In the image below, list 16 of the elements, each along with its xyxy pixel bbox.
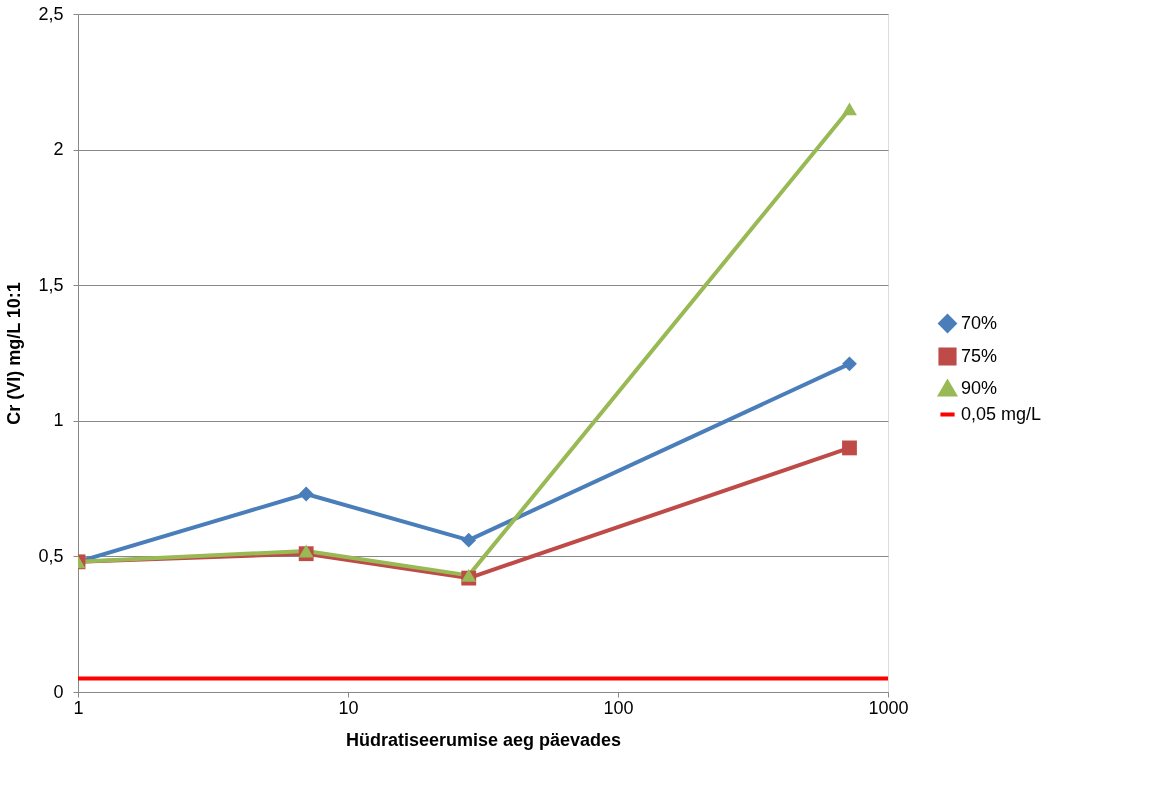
y-tick-label: 0,5 [38, 545, 64, 566]
y-tick-label: 1,5 [38, 274, 64, 295]
y-tick-label: 2,5 [38, 3, 64, 24]
x-tick-label: 10 [338, 697, 359, 718]
y-tick-label: 0 [53, 681, 64, 702]
legend-label: 90% [961, 377, 998, 398]
legend-label: 70% [961, 312, 998, 333]
legend-label: 75% [961, 345, 998, 366]
x-tick-label: 1000 [868, 697, 909, 718]
x-tick-label: 1 [73, 697, 84, 718]
x-tick-label: 100 [603, 697, 634, 718]
legend-label: 0,05 mg/L [961, 403, 1042, 424]
x-axis-title: Hüdratiseerumise aeg päevades [345, 729, 622, 750]
y-tick-label: 2 [53, 139, 64, 160]
y-tick-label: 1 [53, 410, 64, 431]
y-axis-title: Cr (VI) mg/L 10:1 [4, 282, 25, 425]
